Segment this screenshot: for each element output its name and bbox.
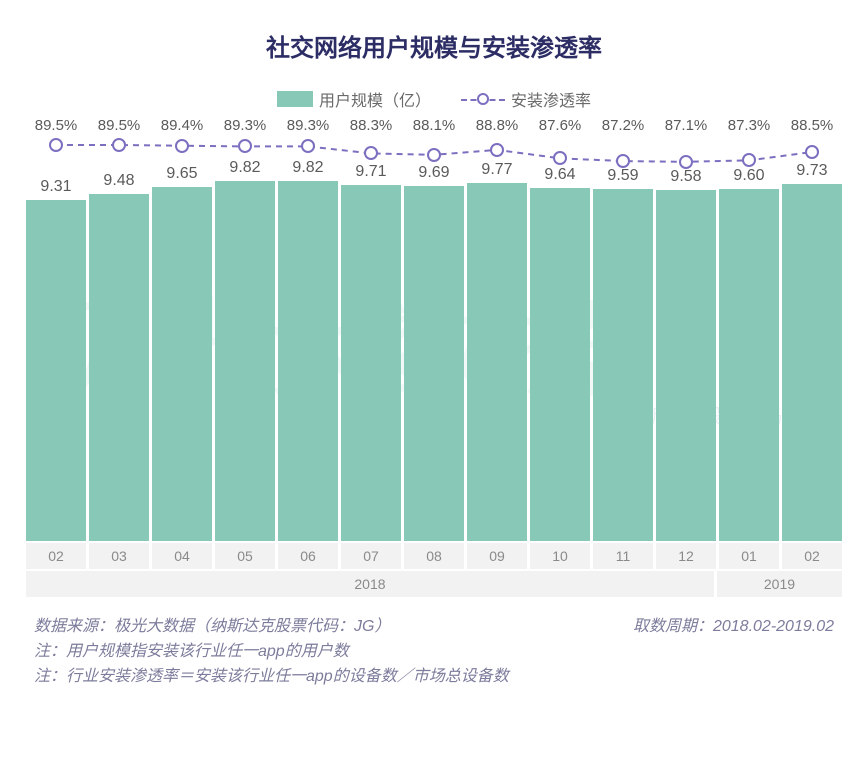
month-cell: 03 [89,543,149,569]
legend-bar: 用户规模（亿） [277,87,431,111]
bar-cell: 9.82 [215,159,275,541]
chart-title: 社交网络用户规模与安装渗透率 [0,0,868,73]
bar [404,186,464,541]
bar [152,187,212,541]
month-cell: 12 [656,543,716,569]
bar-value-label: 9.71 [355,163,386,181]
bar-value-label: 9.58 [670,168,701,186]
legend-line-swatch [461,92,505,106]
bars-row: 9.31 9.48 9.65 9.82 9.82 9.71 9.69 9.77 9.64 9.59… [24,117,844,541]
bar [89,194,149,542]
bar [593,189,653,541]
bar-value-label: 9.73 [796,162,827,180]
bar-cell: 9.60 [719,167,779,541]
legend-line-dot [477,93,489,105]
bar [278,181,338,541]
bar-value-label: 9.77 [481,161,512,179]
bar-value-label: 9.31 [40,178,71,196]
month-cell: 11 [593,543,653,569]
footer: 数据来源：极光大数据（纳斯达克股票代码：JG） 取数周期：2018.02-201… [34,615,834,689]
bar-cell: 9.77 [467,161,527,541]
bar-value-label: 9.60 [733,167,764,185]
bar-cell: 9.71 [341,163,401,541]
bar-cell: 9.59 [593,167,653,541]
bar-cell: 9.31 [26,178,86,541]
bar [656,190,716,541]
legend-line-label: 安装渗透率 [511,87,591,111]
bar [467,183,527,541]
month-cell: 01 [719,543,779,569]
bar [530,188,590,541]
bar-cell: 9.82 [278,159,338,541]
year-axis: 20182019 [24,571,844,597]
month-cell: 02 [26,543,86,569]
bar-value-label: 9.48 [103,172,134,190]
month-cell: 08 [404,543,464,569]
legend-bar-swatch [277,91,313,107]
legend: 用户规模（亿） 安装渗透率 [0,87,868,111]
bar-cell: 9.65 [152,165,212,541]
footer-note2: 注：行业安装渗透率＝安装该行业任一app的设备数／市场总设备数 [34,665,834,690]
footer-source: 数据来源：极光大数据（纳斯达克股票代码：JG） [34,615,390,640]
month-cell: 05 [215,543,275,569]
legend-line: 安装渗透率 [461,87,591,111]
month-cell: 02 [782,543,842,569]
bar [782,184,842,541]
month-cell: 07 [341,543,401,569]
bar-cell: 9.64 [530,166,590,541]
bar-value-label: 9.82 [292,159,323,177]
bar-cell: 9.73 [782,162,842,541]
bar-cell: 9.69 [404,164,464,541]
bar-value-label: 9.59 [607,167,638,185]
bar-value-label: 9.82 [229,159,260,177]
bar-value-label: 9.64 [544,166,575,184]
month-cell: 10 [530,543,590,569]
footer-note1: 注：用户规模指安装该行业任一app的用户数 [34,640,834,665]
year-cell: 2018 [26,571,714,597]
bar-value-label: 9.69 [418,164,449,182]
bar [215,181,275,541]
bar-value-label: 9.65 [166,165,197,183]
legend-bar-label: 用户规模（亿） [319,87,431,111]
month-cell: 06 [278,543,338,569]
month-axis: 02030405060708091011120102 [24,543,844,569]
chart-area: 89.5%89.5%89.4%89.3%89.3%88.3%88.1%88.8%… [24,117,844,597]
bar-cell: 9.48 [89,172,149,542]
bar [26,200,86,541]
footer-period: 取数周期：2018.02-2019.02 [633,615,834,640]
chart: 89.5%89.5%89.4%89.3%89.3%88.3%88.1%88.8%… [24,117,844,597]
bar [719,189,779,541]
bar-cell: 9.58 [656,168,716,541]
bar [341,185,401,541]
month-cell: 04 [152,543,212,569]
month-cell: 09 [467,543,527,569]
year-cell: 2019 [717,571,842,597]
